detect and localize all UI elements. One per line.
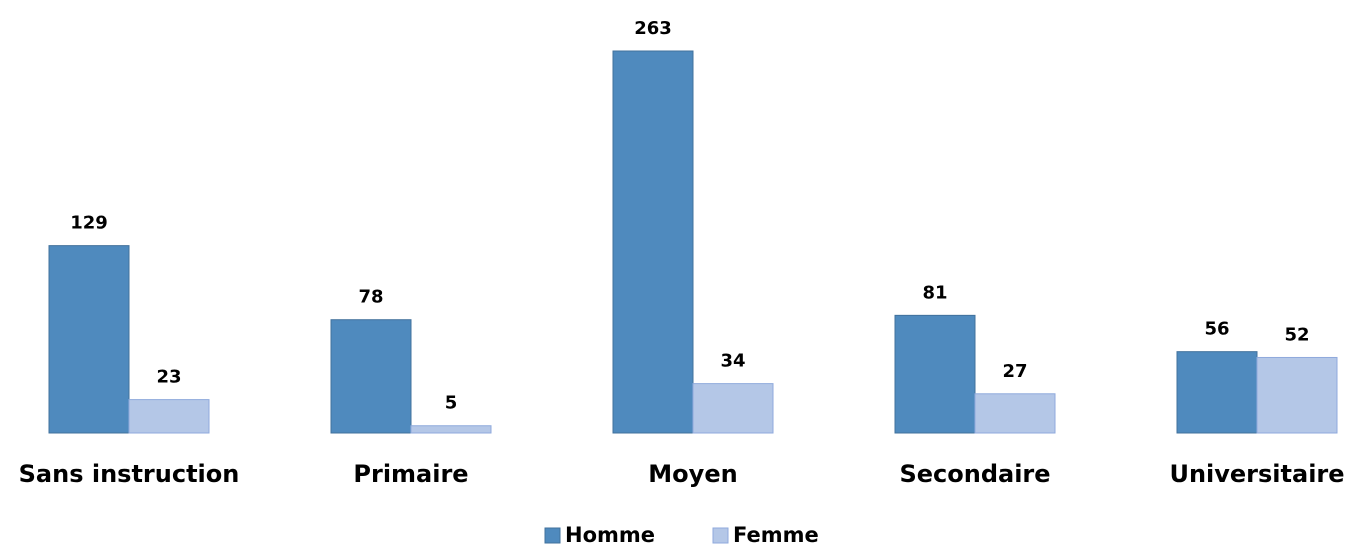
legend-label: Homme: [565, 523, 655, 547]
x-tick-label: Moyen: [648, 460, 737, 488]
bar: [612, 50, 694, 434]
bar: [1256, 356, 1338, 434]
bar: [48, 245, 130, 434]
value-label: 27: [1002, 361, 1027, 382]
value-label: 56: [1204, 319, 1229, 340]
value-label: 129: [70, 213, 108, 234]
legend-swatch: [544, 527, 561, 544]
value-label: 81: [922, 282, 947, 303]
x-tick-label: Secondaire: [899, 460, 1050, 488]
value-label: 263: [634, 18, 672, 39]
x-tick-label: Primaire: [353, 460, 468, 488]
bar: [894, 314, 976, 434]
bar: [128, 399, 210, 434]
value-label: 5: [445, 393, 458, 414]
bar: [410, 425, 492, 434]
bar: [692, 383, 774, 434]
value-label: 52: [1284, 324, 1309, 345]
value-label: 23: [156, 367, 181, 388]
value-label: 34: [720, 351, 745, 372]
bar: [330, 319, 412, 434]
legend-swatch: [712, 527, 729, 544]
value-label: 78: [358, 287, 383, 308]
bar: [974, 393, 1056, 434]
bar: [1176, 351, 1258, 434]
x-tick-label: Sans instruction: [19, 460, 240, 488]
legend-label: Femme: [733, 523, 819, 547]
x-tick-label: Universitaire: [1169, 460, 1344, 488]
